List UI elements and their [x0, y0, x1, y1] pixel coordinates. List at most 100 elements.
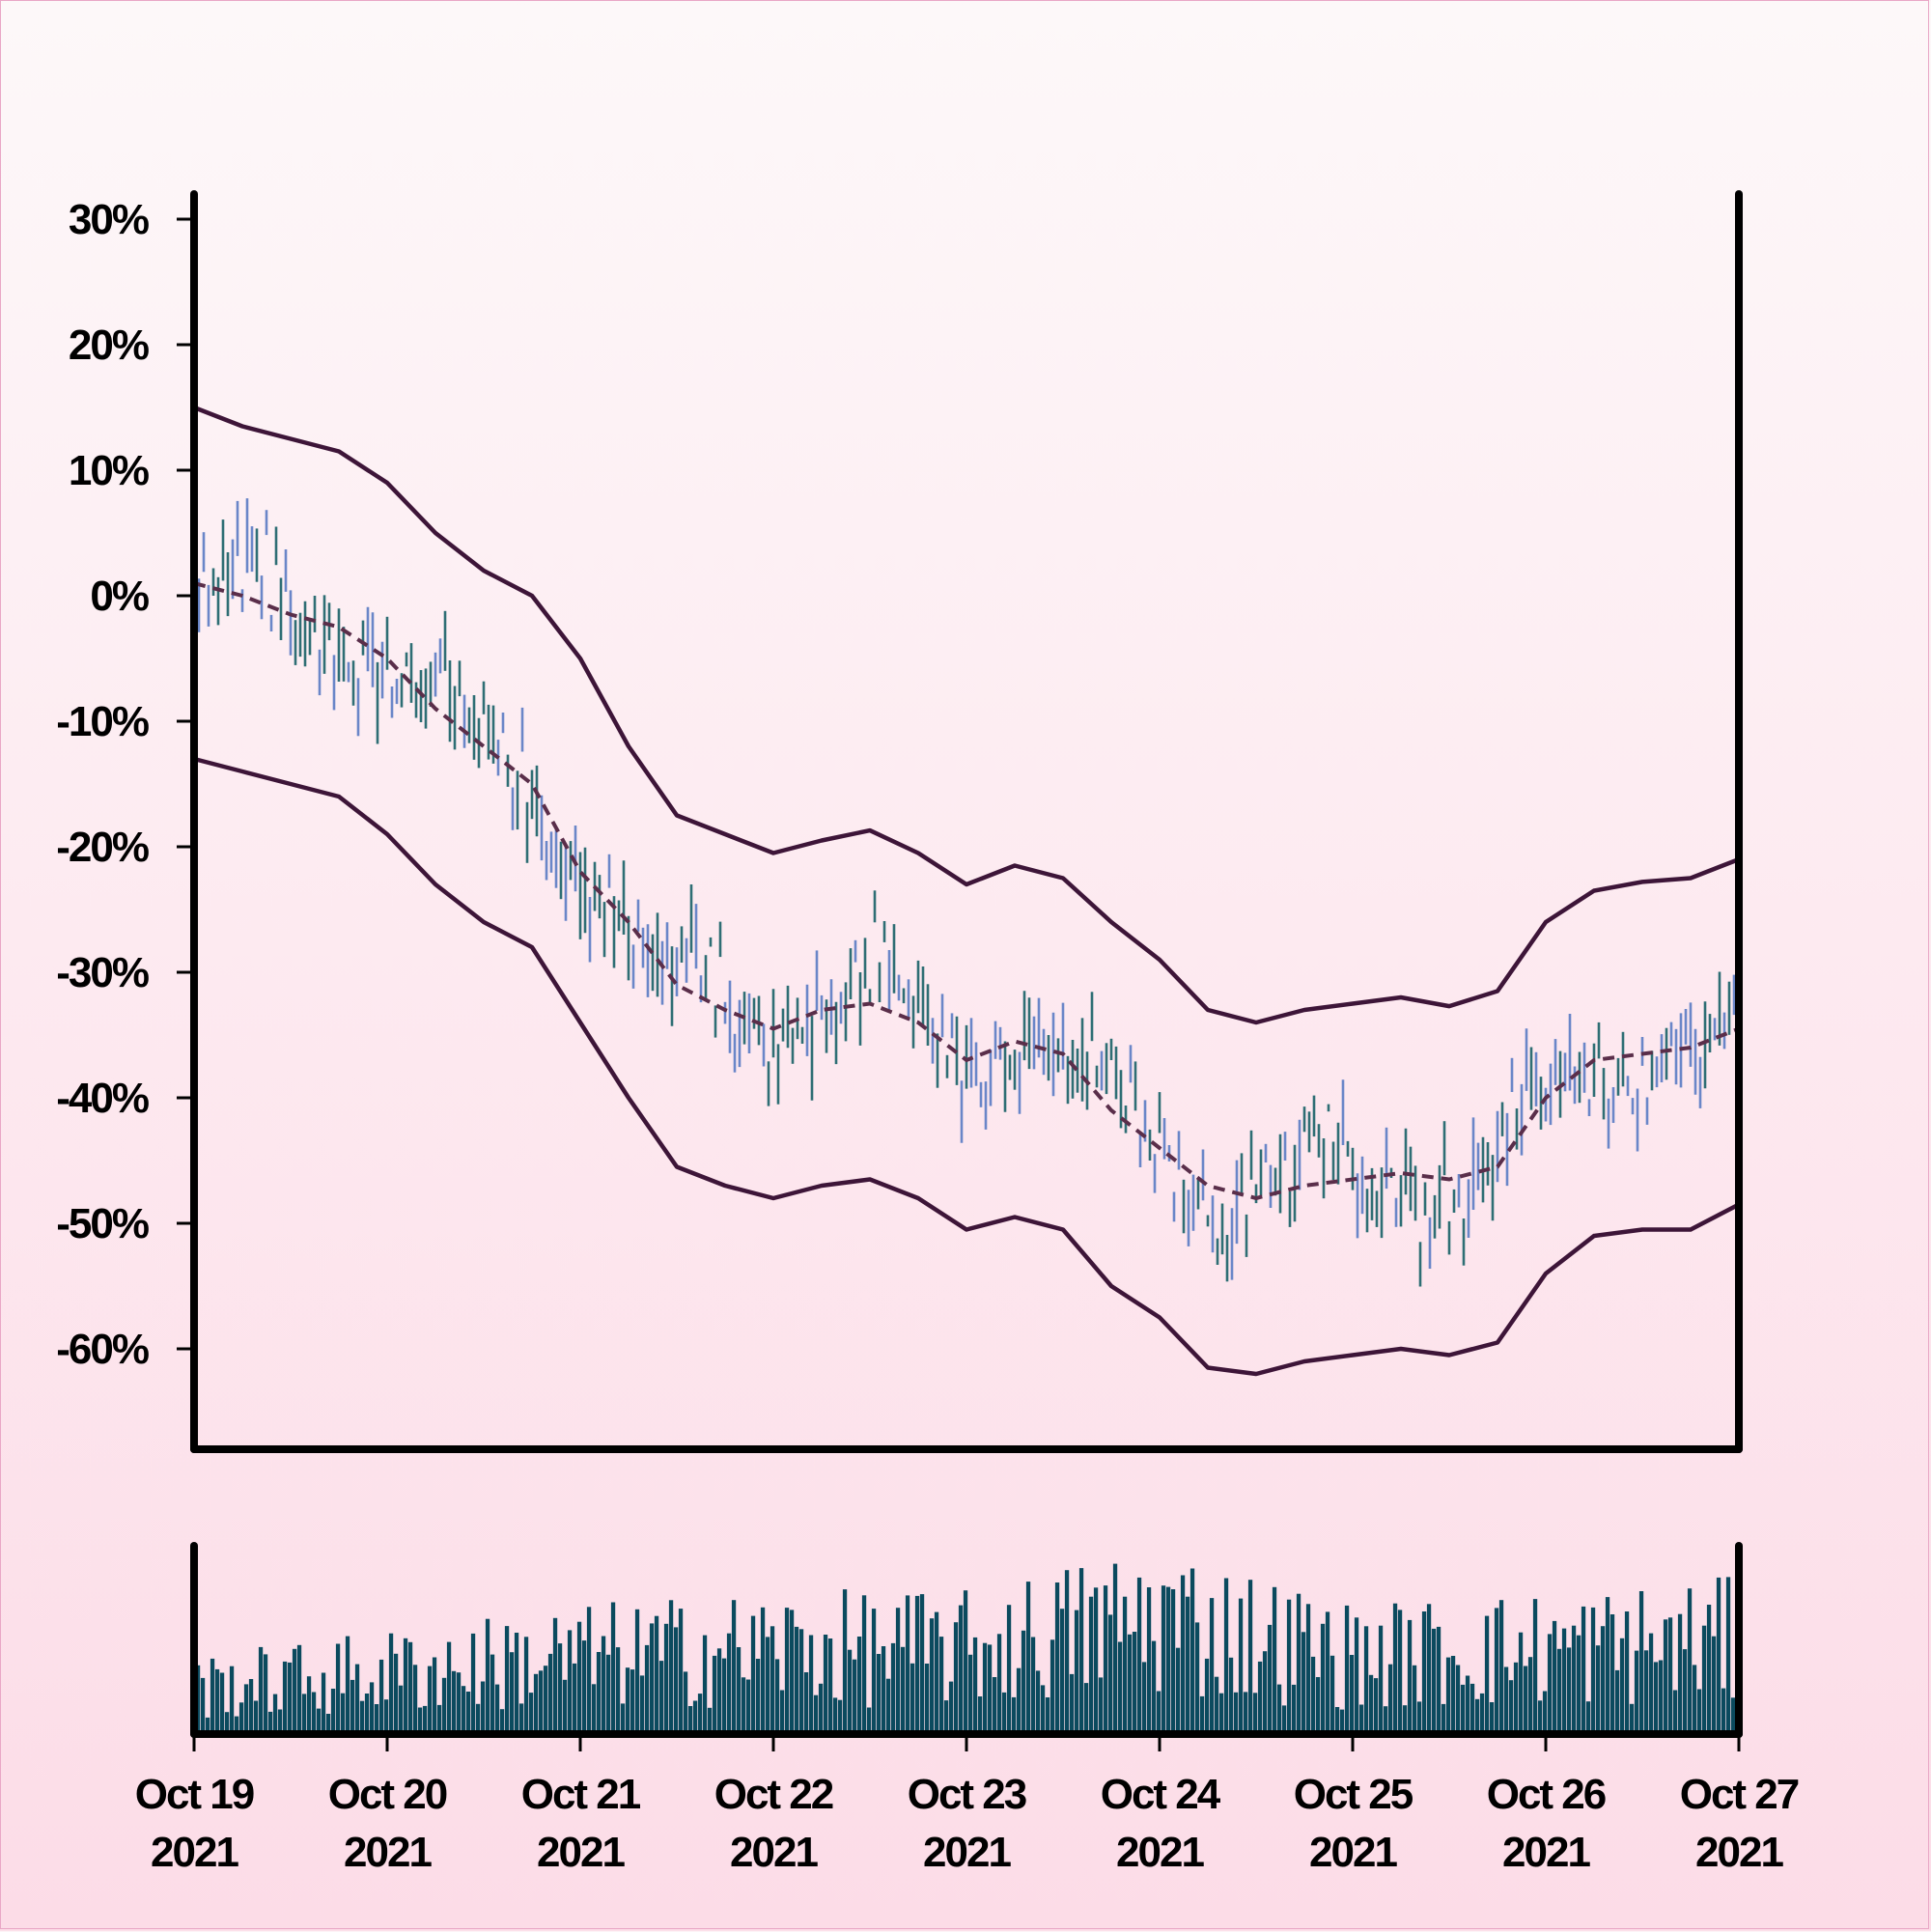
volume-bar [296, 1644, 302, 1734]
volume-bar [605, 1654, 611, 1734]
volume-bar [1325, 1611, 1330, 1734]
volume-bar [214, 1668, 220, 1734]
volume-bar [591, 1684, 597, 1734]
y-tick-label: -10% [56, 698, 149, 745]
volume-bar [412, 1665, 418, 1734]
volume-bar [311, 1692, 317, 1734]
volume-bar [881, 1646, 886, 1734]
volume-bar [1513, 1662, 1519, 1734]
volume-bar [1658, 1660, 1664, 1734]
volume-bar [1069, 1673, 1075, 1734]
volume-bar [494, 1684, 500, 1734]
volume-bar [808, 1635, 814, 1734]
volume-bar [451, 1670, 457, 1734]
volume-bar [1315, 1677, 1321, 1734]
volume-bar [1552, 1620, 1557, 1734]
ohlc-bars [197, 498, 1741, 1287]
volume-bar [1180, 1575, 1186, 1734]
volume-bar [644, 1644, 650, 1734]
volume-bar [1532, 1599, 1538, 1734]
volume-bar [1556, 1648, 1562, 1734]
volume-bar [625, 1667, 630, 1734]
volume-bar [1667, 1617, 1673, 1734]
volume-bar [1305, 1604, 1311, 1734]
volume-bar [282, 1661, 288, 1734]
volume-bar [1175, 1647, 1181, 1734]
volume-bar [1416, 1701, 1422, 1734]
volume-bar [943, 1700, 949, 1734]
volume-bar [1672, 1690, 1678, 1734]
volume-bar [972, 1637, 978, 1734]
volume-bar [615, 1647, 621, 1734]
volume-bar [1518, 1632, 1524, 1734]
volume-bar [1537, 1700, 1543, 1734]
x-tick-label-year: 2021 [344, 1829, 432, 1876]
volume-bar [953, 1622, 959, 1734]
volume-bar [910, 1663, 915, 1734]
y-tick-label: -20% [56, 824, 149, 871]
volume-bar [1421, 1611, 1427, 1734]
volume-bar [770, 1626, 775, 1734]
volume-bar [461, 1686, 466, 1734]
volume-bar [200, 1677, 206, 1734]
volume-bar [1412, 1665, 1417, 1734]
volume-bar [866, 1707, 872, 1734]
volume-bar [1243, 1692, 1248, 1734]
volume-bar [1663, 1619, 1668, 1734]
volume-bar [1156, 1691, 1161, 1734]
volume-bar [267, 1711, 273, 1734]
volume-bar [1064, 1570, 1070, 1734]
volume-bar [1474, 1698, 1480, 1734]
volume-bar [210, 1658, 215, 1734]
volume-bar [750, 1615, 756, 1734]
volume-bar [794, 1626, 799, 1734]
volume-bar [929, 1618, 935, 1734]
volume-bar [1445, 1657, 1451, 1734]
volume-bar [1320, 1623, 1326, 1734]
volume-bar [736, 1647, 742, 1734]
volume-bar [1127, 1634, 1133, 1734]
volume-bar [1049, 1639, 1055, 1734]
volume-bar [567, 1630, 573, 1734]
volume-bar [581, 1640, 587, 1734]
volume-bar [1204, 1658, 1210, 1734]
volume-bar [1716, 1577, 1721, 1734]
volume-bar [205, 1717, 210, 1734]
y-axis-ticks: 30% 20% 10% 0% -10% -20% -30% -40% -50% -60% [56, 196, 194, 1373]
y-tick-label: -40% [56, 1075, 149, 1122]
volume-bar [562, 1679, 568, 1734]
volume-bar [731, 1600, 737, 1734]
volume-bar [504, 1626, 510, 1734]
volume-bar [885, 1678, 891, 1734]
volume-bar [1247, 1580, 1253, 1734]
volume-bar [1281, 1705, 1287, 1734]
volume-bar [716, 1648, 722, 1734]
volume-bar [480, 1681, 486, 1734]
volume-bar [1045, 1697, 1050, 1734]
volume-bar [277, 1709, 283, 1734]
volume-bar [1677, 1613, 1683, 1734]
volume-bar [1624, 1611, 1630, 1734]
volume-bar [890, 1642, 896, 1734]
volume-bar [813, 1694, 819, 1734]
volume-bar [1354, 1617, 1359, 1734]
volume-bar [393, 1653, 399, 1734]
volume-bar [1054, 1582, 1060, 1734]
volume-bar [1199, 1695, 1205, 1734]
volume-bar [1272, 1586, 1277, 1734]
volume-bar [741, 1677, 746, 1734]
volume-bar [1692, 1665, 1697, 1734]
volume-bar [1595, 1645, 1601, 1734]
volume-bar [1503, 1666, 1509, 1734]
volume-bar [1465, 1675, 1470, 1734]
volume-bar [1103, 1585, 1108, 1734]
volume-bar [895, 1608, 901, 1734]
volume-bar [1653, 1662, 1659, 1734]
volume-bar [1614, 1669, 1620, 1734]
x-axis-ticks: Oct 19 2021 Oct 20 2021 Oct 21 2021 Oct 22 2021… [135, 1734, 1801, 1876]
volume-bar [948, 1681, 954, 1734]
volume-bar [335, 1643, 341, 1734]
volume-bar [1209, 1598, 1215, 1734]
volume-bar [485, 1618, 490, 1734]
